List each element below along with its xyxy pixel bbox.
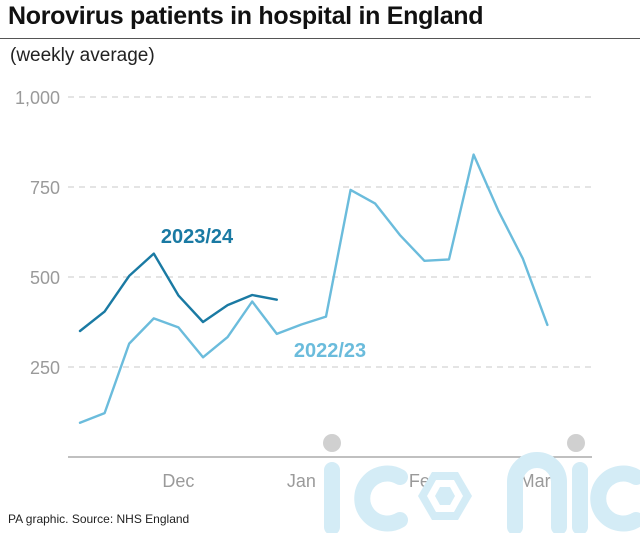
- chart-subtitle: (weekly average): [10, 45, 155, 66]
- x-axis-ticks: Dec Jan Feb Mar: [162, 471, 550, 491]
- x-tick-label: Mar: [520, 471, 551, 491]
- series-lines: [78, 153, 549, 424]
- x-tick-label: Feb: [409, 471, 440, 491]
- y-tick-label: 500: [30, 268, 60, 288]
- series-line-2022-23: [78, 153, 549, 424]
- x-tick-label: Dec: [162, 471, 194, 491]
- y-tick-label: 250: [30, 358, 60, 378]
- y-tick-label: 750: [30, 178, 60, 198]
- series-label-2022-23: 2022/23: [294, 340, 366, 362]
- y-axis-ticks: 250 500 750 1,000: [15, 88, 60, 378]
- title-divider: [0, 38, 640, 39]
- source-note: PA graphic. Source: NHS England: [8, 512, 190, 526]
- series-line-2023-24: [78, 252, 278, 333]
- series-labels: 2022/23 2023/24: [161, 226, 366, 362]
- chart-title: Norovirus patients in hospital in Englan…: [8, 2, 484, 30]
- x-tick-label: Jan: [287, 471, 316, 491]
- y-tick-label: 1,000: [15, 88, 60, 108]
- series-label-2023-24: 2023/24: [161, 226, 234, 248]
